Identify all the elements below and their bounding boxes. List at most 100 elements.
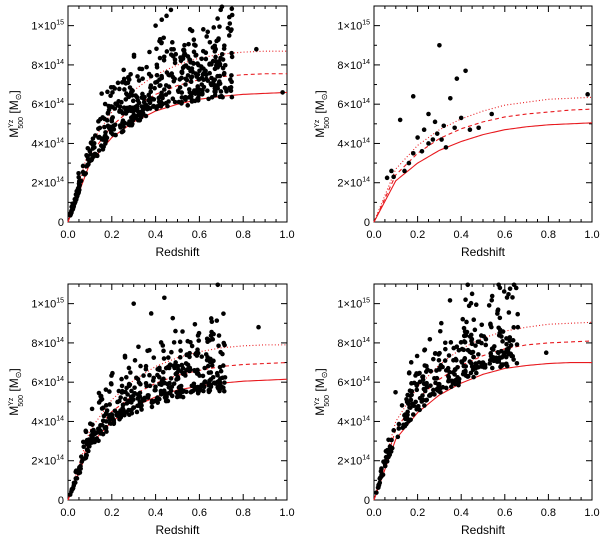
data-point — [414, 353, 420, 359]
data-point — [217, 364, 223, 370]
data-point — [164, 49, 170, 54]
data-point — [431, 387, 436, 393]
data-point — [119, 99, 124, 105]
data-point — [124, 374, 129, 380]
data-point — [163, 391, 168, 396]
data-point — [467, 127, 473, 133]
data-point — [100, 115, 105, 120]
data-point — [473, 343, 478, 348]
data-point — [137, 394, 143, 400]
y-tick-label: 8×1014 — [31, 59, 64, 72]
data-point — [451, 357, 456, 363]
data-point — [229, 73, 234, 78]
data-point — [494, 359, 500, 364]
data-point — [406, 370, 412, 376]
data-point — [110, 132, 116, 137]
data-point — [464, 319, 469, 325]
data-point — [145, 395, 151, 400]
data-point — [167, 380, 172, 386]
data-point — [91, 140, 97, 146]
data-point — [222, 85, 228, 91]
data-point — [138, 363, 143, 369]
data-point — [109, 412, 115, 418]
data-point — [165, 103, 170, 109]
data-point — [476, 352, 481, 357]
data-point — [506, 310, 512, 315]
data-point — [119, 390, 125, 395]
data-point — [148, 83, 154, 88]
data-point — [227, 14, 232, 20]
data-point — [413, 373, 418, 378]
data-point — [107, 420, 113, 426]
data-point — [103, 403, 109, 408]
data-point — [473, 302, 479, 307]
data-point — [205, 78, 211, 83]
data-point — [414, 387, 420, 393]
data-point — [483, 342, 489, 348]
x-tick-label: 0.0 — [366, 229, 381, 241]
data-point — [471, 374, 476, 380]
data-point — [476, 360, 482, 365]
data-point — [165, 355, 171, 360]
data-point — [84, 163, 89, 169]
data-point — [384, 175, 390, 181]
data-point — [196, 330, 202, 336]
y-tick-label: 0 — [364, 495, 370, 507]
data-point — [68, 211, 73, 216]
data-point — [443, 145, 449, 150]
data-point — [170, 53, 176, 59]
data-point — [413, 399, 418, 405]
y-tick-label: 8×1014 — [337, 59, 370, 72]
y-tick-label: 0 — [58, 495, 64, 507]
data-point — [207, 378, 212, 383]
data-point — [131, 301, 136, 306]
data-point — [212, 49, 218, 54]
data-point — [424, 380, 429, 386]
data-point — [185, 54, 191, 59]
data-point — [408, 417, 413, 423]
data-point — [89, 406, 95, 412]
data-point — [109, 381, 114, 387]
data-point — [399, 403, 405, 408]
curve-solid — [67, 91, 288, 223]
x-axis-title: Redshift — [461, 523, 506, 537]
data-point — [463, 369, 468, 375]
data-point — [216, 80, 222, 86]
data-point — [124, 401, 130, 406]
y-axis-title: MYz 500 [M⊙] — [7, 368, 25, 416]
data-point — [216, 333, 222, 338]
data-point — [416, 403, 421, 409]
data-point — [220, 65, 226, 71]
data-point — [168, 376, 174, 381]
x-tick-label: 0.6 — [192, 229, 207, 241]
data-point — [152, 387, 158, 393]
data-point — [77, 182, 82, 188]
data-point — [143, 366, 149, 372]
data-point — [80, 439, 86, 445]
data-point — [119, 376, 124, 382]
data-point — [229, 94, 235, 100]
data-point — [104, 429, 109, 434]
scatter-points — [374, 282, 549, 495]
data-point — [151, 103, 156, 109]
data-point — [410, 412, 416, 417]
data-point — [506, 291, 511, 297]
data-point — [74, 476, 80, 481]
data-point — [77, 470, 83, 475]
data-point — [479, 322, 485, 328]
data-point — [473, 362, 479, 368]
data-point — [417, 407, 422, 413]
data-point — [254, 46, 259, 52]
data-point — [439, 320, 444, 326]
data-point — [391, 428, 397, 433]
data-point — [424, 397, 430, 403]
data-point — [184, 77, 190, 83]
data-point — [215, 86, 221, 91]
curve-dashed — [373, 108, 593, 223]
data-point — [205, 363, 211, 369]
data-point — [488, 321, 493, 327]
data-point — [407, 388, 413, 394]
data-point — [208, 384, 214, 390]
data-point — [476, 339, 482, 345]
data-point — [427, 336, 433, 342]
